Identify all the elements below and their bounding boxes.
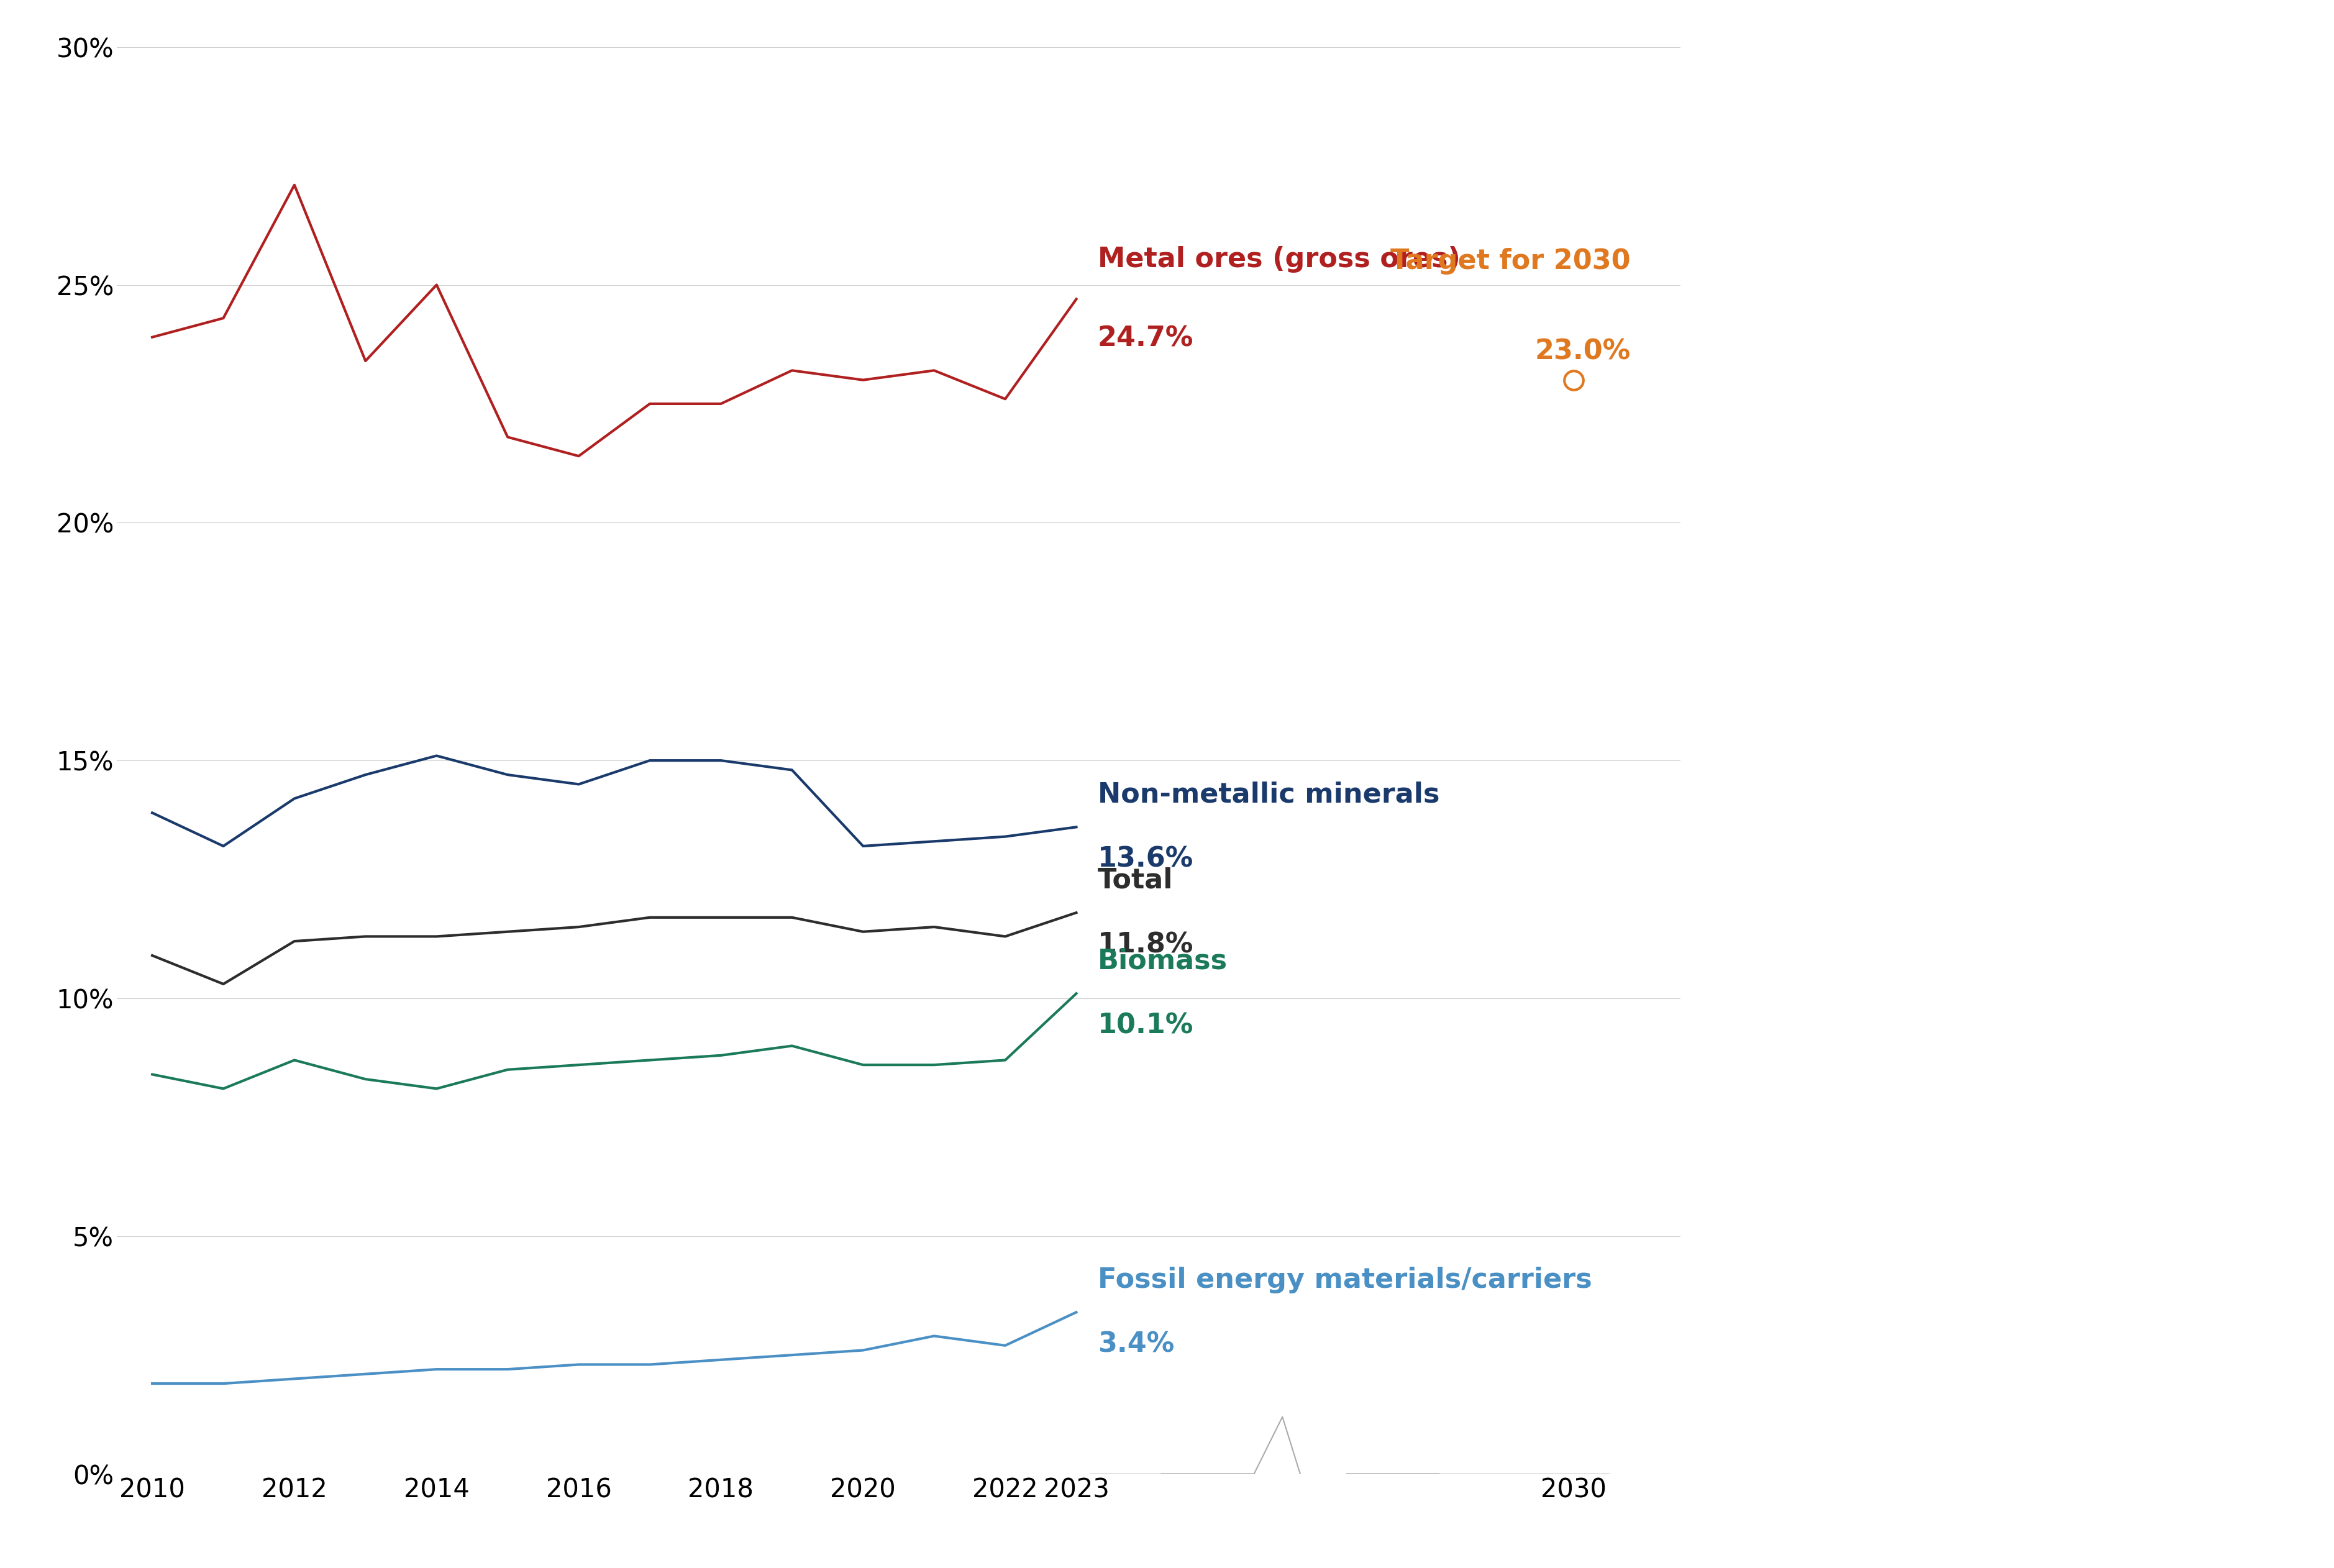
Text: 24.7%: 24.7% <box>1097 325 1193 351</box>
Text: 13.6%: 13.6% <box>1097 847 1193 873</box>
Text: Target for 2030: Target for 2030 <box>1391 248 1631 274</box>
Text: 23.0%: 23.0% <box>1536 339 1631 365</box>
Text: Fossil energy materials/carriers: Fossil energy materials/carriers <box>1097 1267 1592 1294</box>
Text: Non-metallic minerals: Non-metallic minerals <box>1097 781 1440 808</box>
Text: 3.4%: 3.4% <box>1097 1331 1174 1358</box>
Text: Total: Total <box>1097 867 1174 894</box>
Text: 10.1%: 10.1% <box>1097 1013 1193 1040</box>
Text: Biomass: Biomass <box>1097 947 1228 974</box>
Text: 11.8%: 11.8% <box>1097 931 1193 958</box>
Text: Metal ores (gross ores): Metal ores (gross ores) <box>1097 246 1461 273</box>
